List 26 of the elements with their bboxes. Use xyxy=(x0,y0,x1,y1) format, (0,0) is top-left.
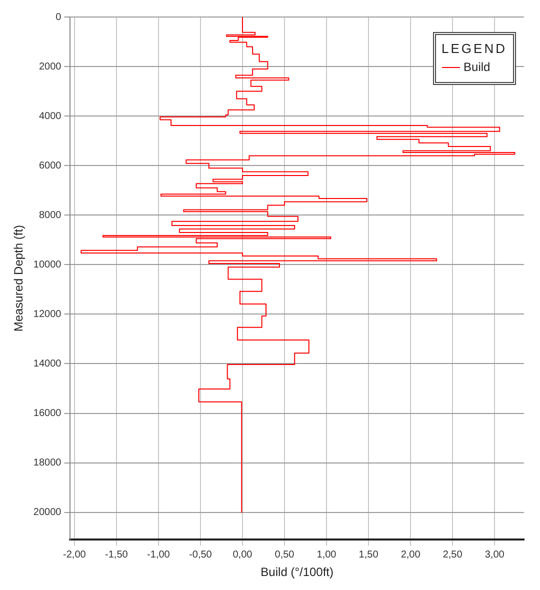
y-axis-title: Measured Depth (ft) xyxy=(12,224,26,332)
x-tick-label: -1,00 xyxy=(147,549,170,560)
y-tick-label: 18000 xyxy=(33,458,62,469)
y-tick-label: 10000 xyxy=(33,259,62,270)
x-tick-label: -1,50 xyxy=(105,549,128,560)
x-tick-label: 0,50 xyxy=(274,549,295,560)
x-tick-label: -0,50 xyxy=(189,549,212,560)
y-tick-label: 0 xyxy=(56,12,62,23)
y-tick-label: 4000 xyxy=(38,110,62,122)
y-tick-label: 16000 xyxy=(33,408,62,420)
legend-title: LEGEND xyxy=(442,41,507,56)
x-tick-label: 1,50 xyxy=(358,549,379,560)
y-tick-label: 6000 xyxy=(38,160,62,172)
x-tick-label: 3,00 xyxy=(484,549,505,560)
x-tick-label: -2,00 xyxy=(63,549,86,560)
y-tick-label: 2000 xyxy=(38,61,62,72)
x-tick-label: 2,50 xyxy=(442,549,463,560)
y-tick-label: 8000 xyxy=(38,210,62,221)
x-tick-label: 1,00 xyxy=(316,549,337,560)
y-tick-label: 14000 xyxy=(33,358,62,370)
legend-label: Build xyxy=(464,60,490,74)
y-tick-label: 20000 xyxy=(33,507,62,518)
x-tick-label: 0,00 xyxy=(232,549,253,560)
x-axis-title: Build (°/100ft) xyxy=(260,565,334,580)
x-tick-label: 2,00 xyxy=(400,549,421,560)
y-tick-label: 12000 xyxy=(33,308,62,320)
